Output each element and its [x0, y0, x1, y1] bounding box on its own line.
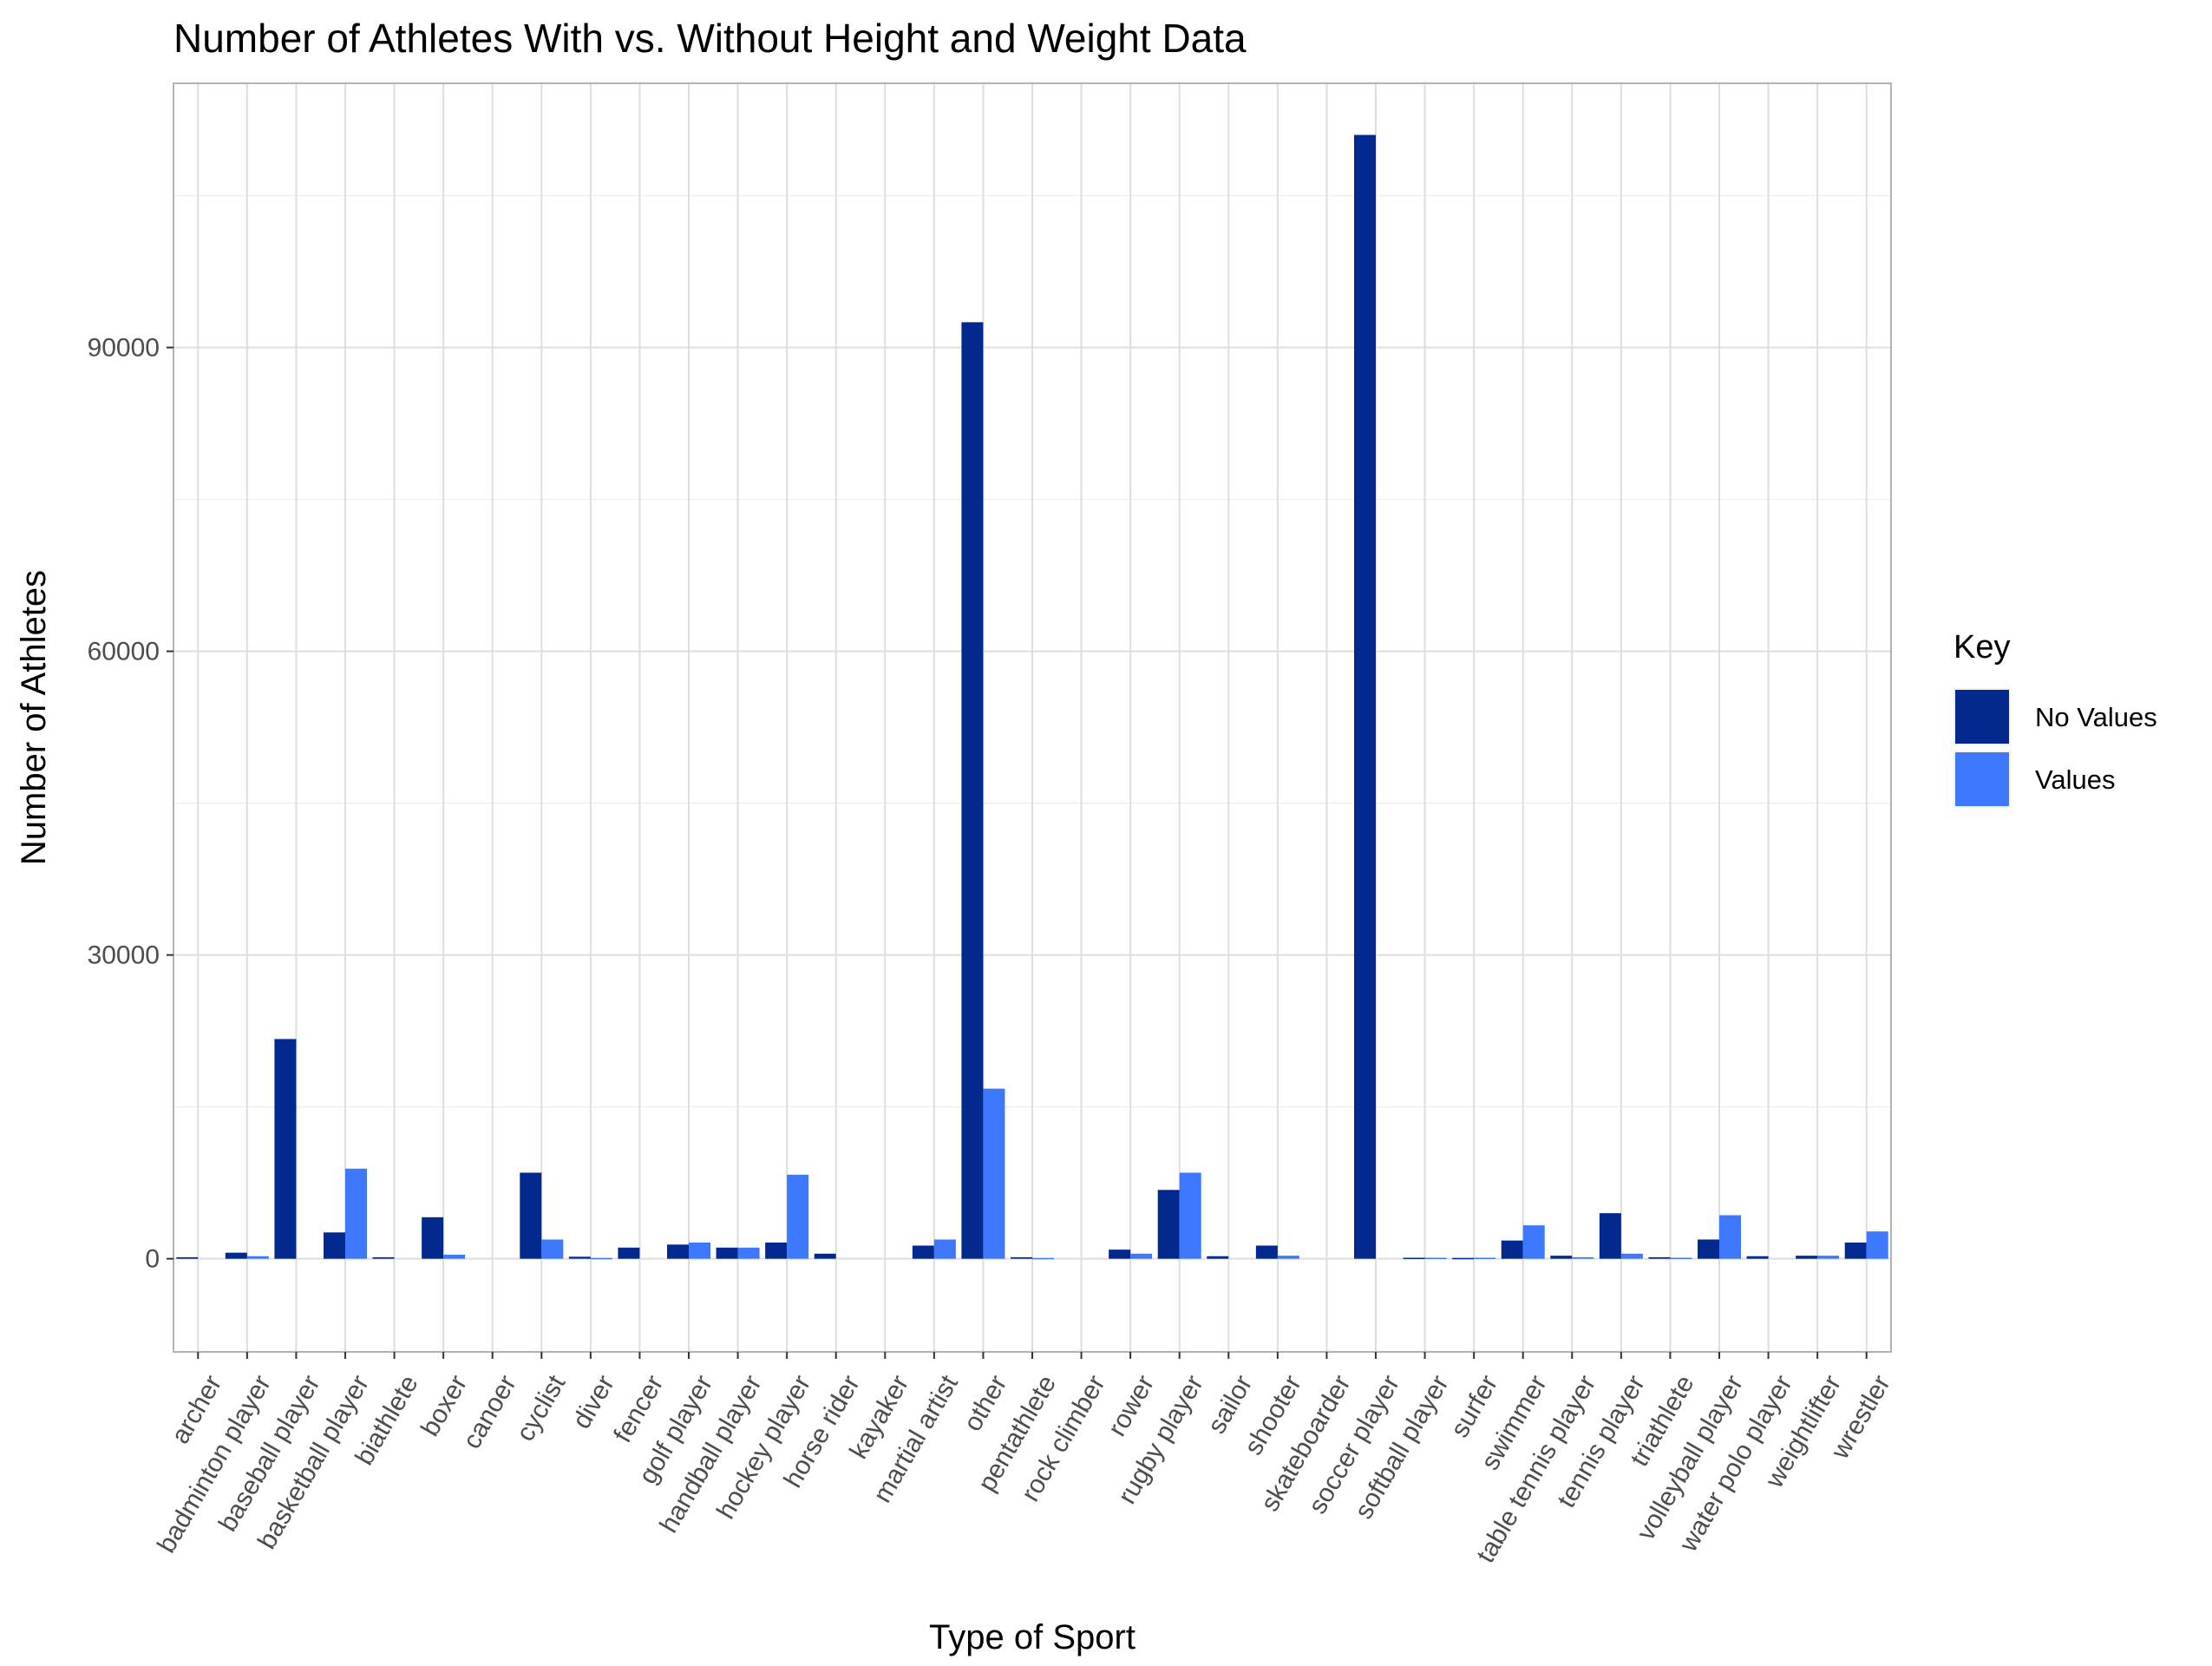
bar-no-values — [1746, 1256, 1769, 1259]
bar-no-values — [961, 322, 984, 1259]
bar-no-values — [1207, 1256, 1229, 1259]
legend: Key No Values Values — [1953, 629, 2157, 808]
bar-no-values — [1157, 1190, 1180, 1259]
bar-no-values — [1550, 1256, 1573, 1259]
bar-no-values — [274, 1039, 297, 1259]
bar-values — [443, 1254, 466, 1259]
bar-no-values — [1844, 1242, 1867, 1259]
bar-no-values — [618, 1247, 640, 1259]
legend-label: No Values — [2035, 702, 2157, 732]
bar-values — [1522, 1225, 1545, 1259]
y-tick-label: 0 — [145, 1245, 160, 1274]
bar-values — [541, 1239, 564, 1259]
bar-no-values — [372, 1256, 395, 1259]
bar-no-values — [1698, 1239, 1719, 1259]
bar-values — [983, 1088, 1005, 1259]
bar-no-values — [1403, 1257, 1425, 1259]
bar-no-values — [225, 1252, 247, 1259]
legend-swatch — [1955, 690, 2009, 744]
bar-no-values — [324, 1232, 345, 1259]
legend-swatch — [1955, 752, 2009, 806]
bars — [176, 134, 1888, 1260]
bar-values — [933, 1239, 956, 1259]
bar-no-values — [1648, 1256, 1671, 1259]
bar-values — [1130, 1253, 1153, 1259]
bar-values — [1719, 1215, 1741, 1259]
bar-values — [737, 1247, 760, 1259]
bar-values — [1032, 1257, 1054, 1260]
y-axis: 0 30000 60000 90000 — [88, 334, 173, 1274]
bar-no-values — [667, 1244, 689, 1259]
bar-no-values — [1011, 1256, 1032, 1259]
chart-title: Number of Athletes With vs. Without Heig… — [173, 16, 1247, 61]
bar-no-values — [1501, 1240, 1523, 1259]
bar-no-values — [1109, 1250, 1131, 1259]
bar-no-values — [1599, 1213, 1621, 1259]
bar-no-values — [1354, 134, 1376, 1259]
bar-values — [1670, 1257, 1692, 1259]
bar-no-values — [422, 1217, 444, 1259]
bar-no-values — [716, 1247, 738, 1259]
bar-no-values — [1796, 1256, 1818, 1259]
bar-values — [1277, 1256, 1299, 1259]
y-tick-label: 60000 — [88, 638, 160, 666]
bar-no-values — [520, 1172, 542, 1259]
bar-values — [590, 1257, 612, 1260]
bar-values — [1572, 1256, 1594, 1259]
bar-values — [689, 1242, 710, 1259]
bar-values — [1424, 1257, 1447, 1259]
bar-values — [246, 1256, 269, 1259]
bar-no-values — [176, 1256, 199, 1259]
bar-no-values — [1452, 1257, 1475, 1260]
bar-values — [787, 1174, 809, 1259]
bar-values — [1620, 1253, 1643, 1259]
bar-no-values — [814, 1253, 836, 1259]
bar-values — [1866, 1231, 1888, 1259]
bar-no-values — [1255, 1245, 1278, 1259]
bar-values — [1817, 1256, 1840, 1259]
bar-no-values — [765, 1242, 788, 1259]
bar-values — [1474, 1257, 1496, 1259]
y-tick-label: 90000 — [88, 334, 160, 363]
legend-title: Key — [1953, 629, 2010, 666]
bar-no-values — [568, 1256, 591, 1259]
y-tick-label: 30000 — [88, 941, 160, 970]
legend-label: Values — [2035, 764, 2116, 795]
bar-values — [1179, 1172, 1201, 1259]
x-axis-title: Type of Sport — [929, 1618, 1135, 1656]
y-axis-title: Number of Athletes — [15, 570, 53, 865]
bar-values — [345, 1168, 367, 1259]
bar-no-values — [912, 1245, 934, 1259]
